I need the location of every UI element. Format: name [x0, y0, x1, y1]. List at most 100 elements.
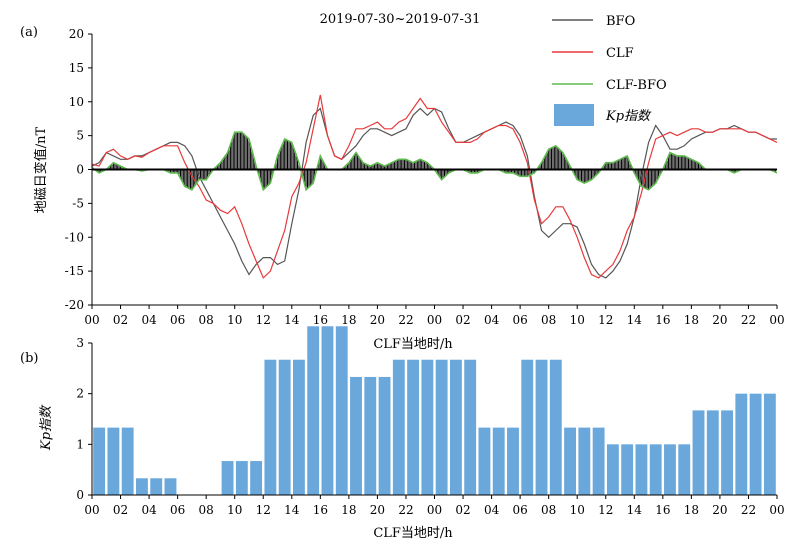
panel-a-y-tick-label: 15 [69, 61, 84, 75]
kp-bar [321, 326, 334, 495]
panel-b-x-tick-label: 20 [370, 503, 385, 517]
panel-a-x-tick-label: 14 [627, 313, 643, 327]
panel-a-plot [91, 94, 778, 279]
panel-b-x-tick-label: 04 [141, 503, 157, 517]
panel-a-label: (a) [20, 25, 38, 40]
panel-b-label: (b) [20, 351, 38, 366]
kp-bar [549, 359, 562, 495]
kp-bar [706, 410, 719, 495]
panel-b-x-tick-label: 00 [769, 503, 784, 517]
kp-bar [350, 376, 362, 495]
kp-bar [449, 359, 462, 495]
panel-b-x-tick-label: 14 [627, 503, 643, 517]
panel-a-y-tick-label: -5 [72, 196, 84, 210]
panel-a-x-tick-label: 14 [284, 313, 300, 327]
panel-b-plot [93, 326, 776, 495]
kp-bar [292, 359, 305, 495]
kp-bar [749, 393, 762, 495]
kp-bar [678, 444, 691, 495]
panel-a-axes: -20 -15 -10 -5 0 5 10 15 20 00 02 04 06 08 10 12 14 16 18 2… [65, 27, 785, 327]
panel-a-x-tick-label: 20 [370, 313, 385, 327]
panel-a-xlabel: CLF当地时/h [373, 337, 453, 352]
kp-bar [335, 326, 348, 495]
kp-bar [93, 427, 106, 495]
panel-b-x-tick-label: 08 [541, 503, 556, 517]
clf-series-line [91, 94, 778, 279]
panel-a-x-tick-label: 22 [741, 313, 756, 327]
kp-bar [763, 393, 776, 495]
panel-a-y-tick-label: -20 [65, 298, 84, 312]
kp-bar [564, 427, 577, 495]
panel-b-x-tick-label: 06 [170, 503, 185, 517]
panel-b-x-tick-label: 22 [741, 503, 756, 517]
panel-b-x-tick-label: 16 [313, 503, 328, 517]
panel-b-x-tick-label: 10 [570, 503, 585, 517]
panel-a-y-tick-label: -15 [65, 264, 84, 278]
panel-a-x-tick-label: 02 [455, 313, 470, 327]
panel-b-x-tick-label: 16 [655, 503, 670, 517]
kp-bar [635, 444, 648, 495]
panel-b-x-tick-label: 20 [712, 503, 727, 517]
panel-a-x-tick-label: 16 [655, 313, 670, 327]
panel-b-x-tick-label: 18 [341, 503, 356, 517]
panel-b-x-tick-label: 02 [113, 503, 128, 517]
panel-a-x-tick-label: 00 [769, 313, 784, 327]
panel-b-y-tick-label: 1 [76, 437, 84, 451]
kp-bar [421, 359, 434, 495]
panel-a-x-tick-label: 10 [227, 313, 242, 327]
panel-a-y-tick-label: 20 [69, 27, 84, 41]
panel-a-x-tick-label: 22 [398, 313, 413, 327]
kp-bar [606, 444, 619, 495]
kp-bar [107, 427, 120, 495]
panel-a-x-tick-label: 00 [427, 313, 442, 327]
kp-bar [250, 461, 263, 495]
panel-b-x-tick-label: 00 [427, 503, 442, 517]
kp-bar [721, 410, 733, 495]
panel-b-xlabel: CLF当地时/h [373, 526, 453, 541]
kp-bar [521, 359, 534, 495]
panel-a-x-tick-label: 00 [84, 313, 99, 327]
kp-bar [692, 410, 705, 495]
kp-bar [164, 478, 177, 495]
panel-a-y-tick-label: -10 [65, 230, 84, 244]
kp-bar [621, 444, 634, 495]
panel-a-x-tick-label: 04 [484, 313, 500, 327]
panel-b-x-tick-label: 04 [484, 503, 500, 517]
legend-bfo-label: BFO [606, 14, 635, 29]
kp-bar [378, 376, 391, 495]
kp-bar [464, 359, 477, 495]
panel-b-x-tick-label: 18 [684, 503, 699, 517]
kp-bar [407, 359, 420, 495]
panel-a-title: 2019-07-30~2019-07-31 [320, 12, 481, 27]
panel-b-x-tick-label: 06 [512, 503, 527, 517]
panel-a-x-tick-label: 06 [512, 313, 527, 327]
panel-b-ylabel: Kp指数 [39, 404, 54, 451]
panel-b-x-tick-label: 02 [455, 503, 470, 517]
legend-clf-label: CLF [606, 46, 634, 61]
legend: BFO CLF CLF-BFO Kp指数 [552, 14, 667, 126]
panel-b-x-tick-label: 12 [256, 503, 271, 517]
kp-bar [364, 376, 377, 495]
panel-a-x-tick-label: 18 [341, 313, 356, 327]
kp-bar [535, 359, 548, 495]
panel-a-x-tick-label: 10 [570, 313, 585, 327]
kp-bar [649, 444, 662, 495]
panel-a-x-tick-label: 04 [141, 313, 157, 327]
panel-a-x-tick-label: 08 [541, 313, 556, 327]
panel-a-ylabel: 地磁日变值/nT [33, 126, 49, 213]
panel-a-y-tick-label: 0 [76, 163, 84, 177]
panel-b-y-tick-label: 3 [76, 336, 84, 350]
panel-a-x-tick-label: 16 [313, 313, 328, 327]
kp-bar [392, 359, 405, 495]
panel-b-x-tick-label: 14 [284, 503, 300, 517]
panel-b-x-tick-label: 08 [199, 503, 214, 517]
panel-b-x-tick-label: 22 [398, 503, 413, 517]
legend-kp-swatch [554, 104, 594, 126]
panel-b-x-tick-label: 10 [227, 503, 242, 517]
panel-a-x-tick-label: 20 [712, 313, 727, 327]
kp-bar [235, 461, 248, 495]
panel-a-x-tick-label: 08 [199, 313, 214, 327]
panel-a-y-tick-label: 5 [76, 129, 84, 143]
